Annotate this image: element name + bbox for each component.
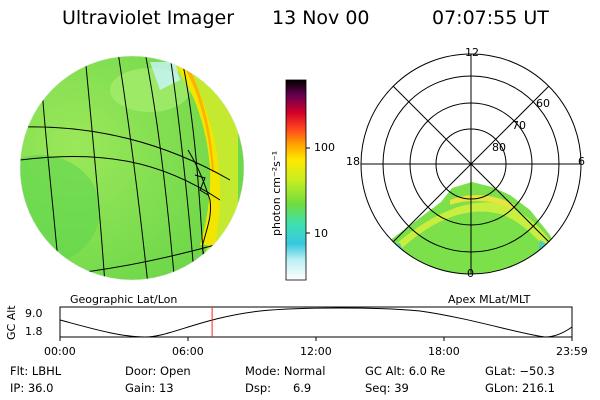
seq-status: Seq: 39 — [365, 381, 409, 395]
geographic-image — [19, 55, 245, 281]
time-tick-1800: 18:00 — [428, 345, 460, 358]
apex-caption: Apex MLat/MLT — [448, 293, 531, 306]
mlt-label-6: 6 — [578, 155, 585, 168]
mlat-label-60: 60 — [536, 97, 550, 110]
altitude-ylabel: GC Alt — [5, 305, 18, 340]
altitude-ytick-low: 1.8 — [25, 325, 43, 338]
glon-status: GLon: 216.1 — [485, 381, 555, 395]
colorbar-tick-10: 10 — [314, 227, 328, 240]
colorbar-tick-100: 100 — [314, 141, 335, 154]
mlat-label-70: 70 — [512, 119, 526, 132]
time-tick-0000: 00:00 — [44, 345, 76, 358]
mode-status: Mode: Normal — [245, 364, 326, 378]
mlat-mlt-polar-plot — [360, 53, 582, 275]
filter-status: Flt: LBHL — [10, 364, 62, 378]
mlt-label-12: 12 — [465, 46, 479, 59]
altitude-plot — [59, 306, 573, 341]
image-date: 13 Nov 00 — [272, 7, 370, 29]
glat-status: GLat: −50.3 — [485, 364, 555, 378]
time-tick-0600: 06:00 — [172, 345, 204, 358]
ip-status: IP: 36.0 — [10, 381, 54, 395]
dsp-status: Dsp: 6.9 — [245, 381, 312, 395]
color-scale — [285, 79, 310, 281]
door-status: Door: Open — [125, 364, 191, 378]
mlt-label-18: 18 — [346, 155, 360, 168]
instrument-title: Ultraviolet Imager — [62, 7, 235, 29]
gc-alt-status: GC Alt: 6.0 Re — [365, 364, 446, 378]
image-time: 07:07:55 UT — [432, 7, 549, 29]
time-tick-1200: 12:00 — [300, 345, 332, 358]
geographic-caption: Geographic Lat/Lon — [70, 293, 178, 306]
colorbar-unit-label: photon cm⁻²s⁻¹ — [270, 150, 283, 236]
mlt-label-0: 0 — [467, 267, 474, 280]
altitude-ytick-high: 9.0 — [25, 307, 43, 320]
mlat-label-80: 80 — [492, 141, 506, 154]
gain-status: Gain: 13 — [125, 381, 174, 395]
time-tick-2359: 23:59 — [556, 345, 588, 358]
